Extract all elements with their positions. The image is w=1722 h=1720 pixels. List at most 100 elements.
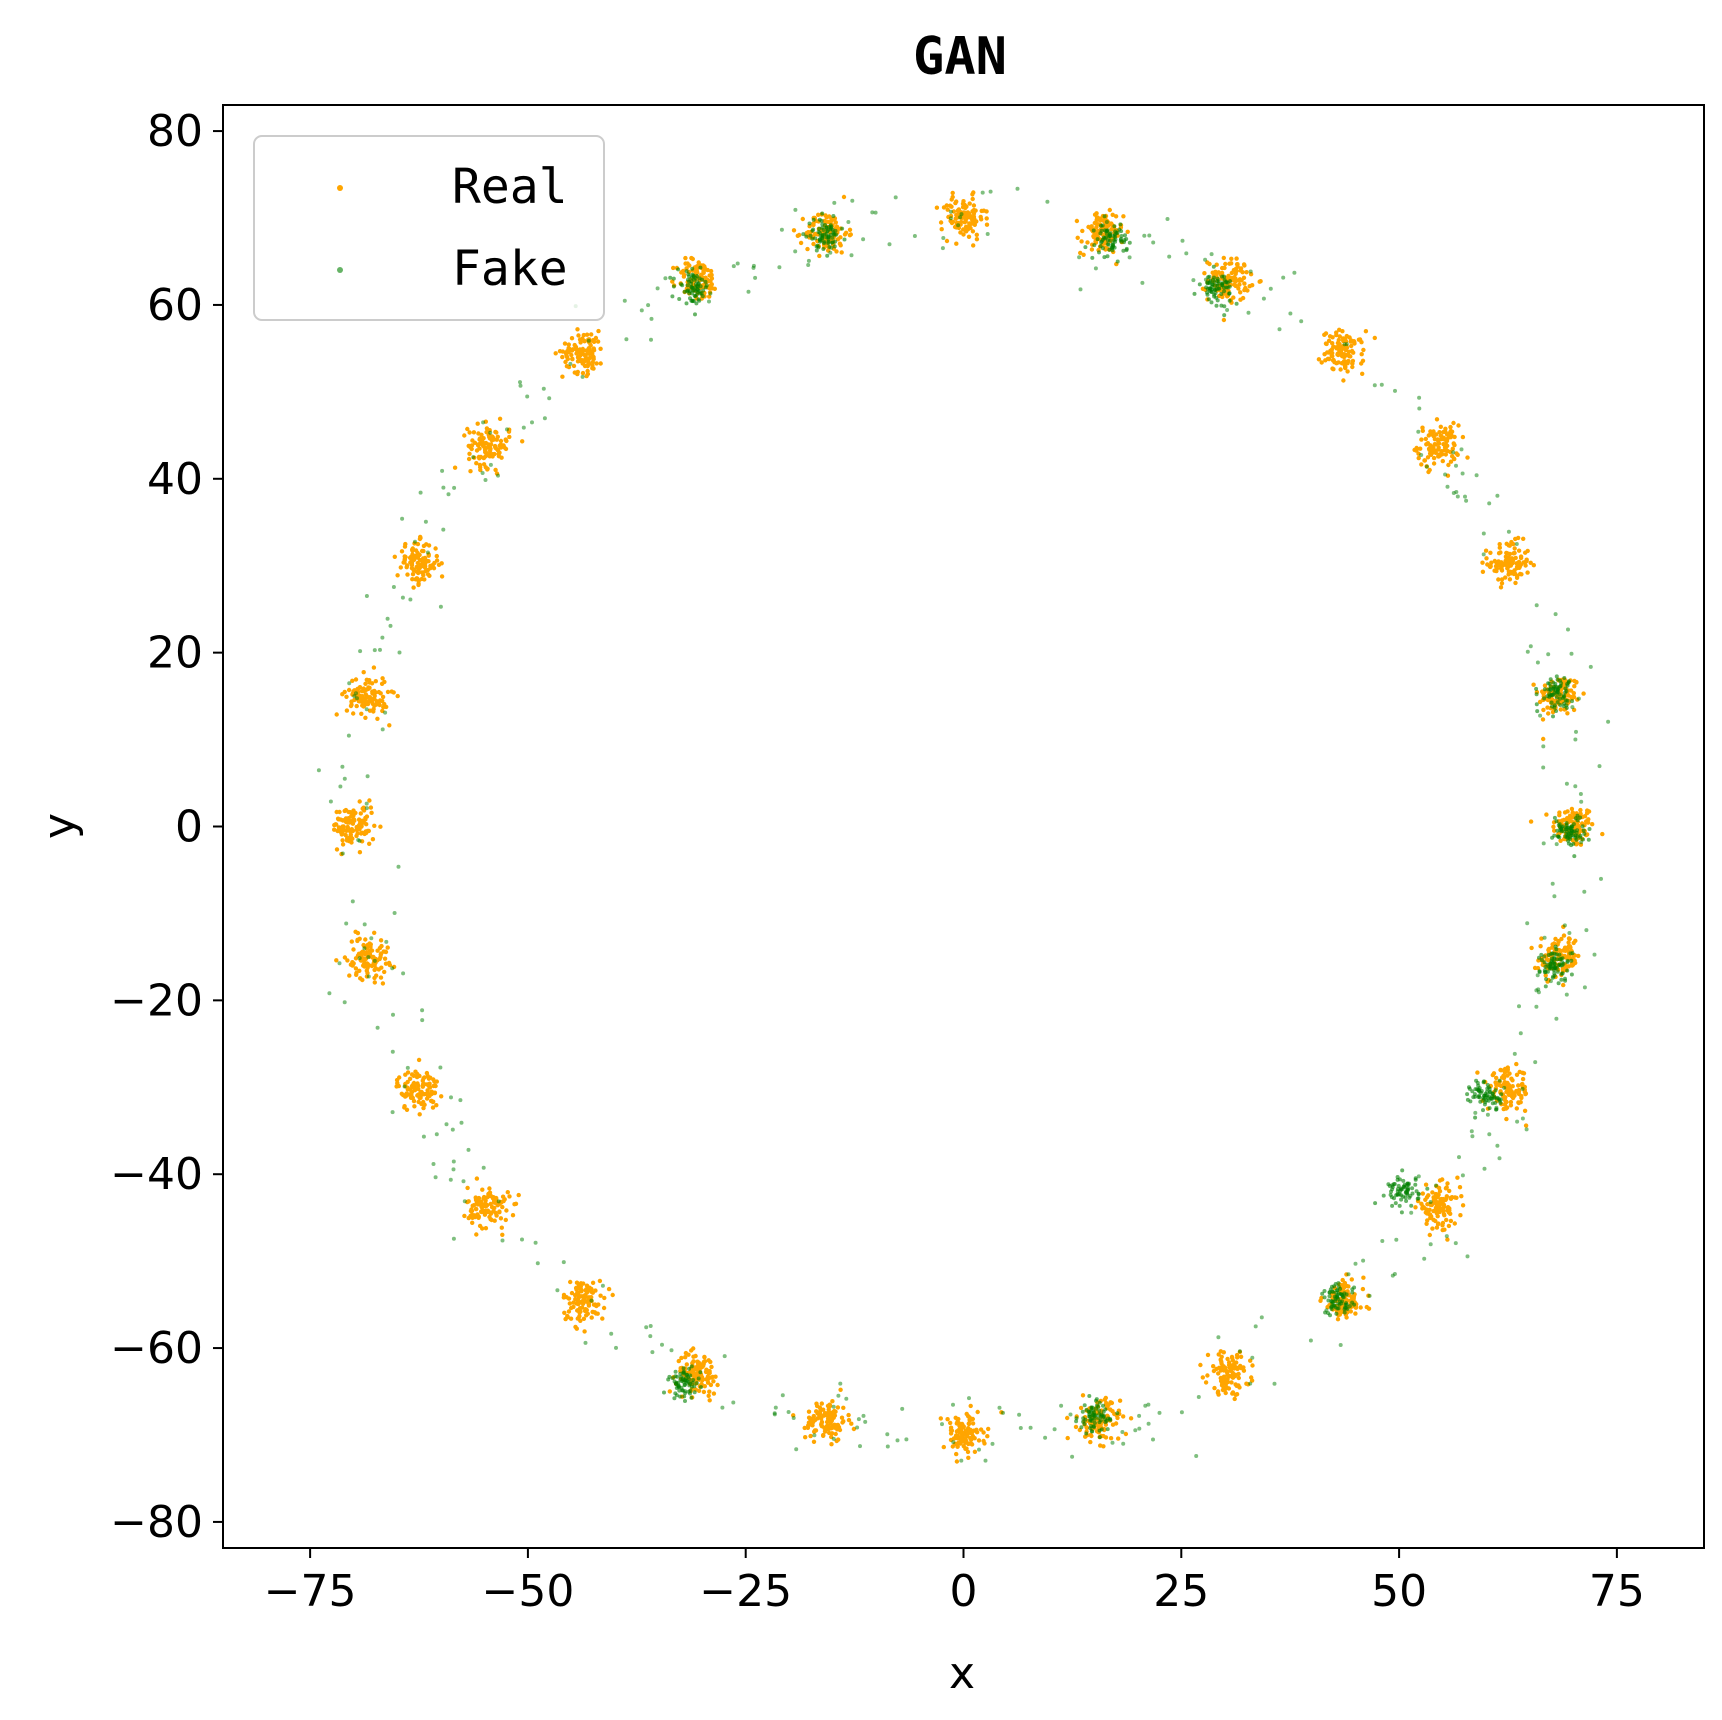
real-point	[382, 969, 387, 975]
real-point	[805, 1425, 811, 1431]
fake-point	[1534, 988, 1539, 993]
real-point	[421, 559, 427, 564]
real-point	[701, 270, 706, 275]
fake-point	[1143, 1403, 1148, 1408]
fake-point	[1542, 687, 1547, 692]
fake-point	[1481, 552, 1486, 557]
real-point	[822, 1411, 828, 1416]
real-point	[474, 461, 479, 466]
real-point	[828, 1415, 833, 1421]
real-point	[578, 340, 583, 345]
fake-point	[583, 1340, 588, 1345]
real-point	[1428, 452, 1434, 457]
real-point	[955, 208, 960, 213]
real-point	[711, 1391, 717, 1396]
real-point	[591, 346, 596, 351]
fake-point	[1110, 241, 1115, 246]
fake-point	[1397, 1177, 1402, 1182]
real-point	[957, 1426, 962, 1432]
fake-point	[380, 635, 385, 640]
real-point	[969, 1437, 974, 1442]
real-point	[427, 1085, 433, 1090]
fake-point	[830, 227, 835, 232]
fake-point	[1074, 1416, 1079, 1421]
real-point	[1492, 568, 1497, 573]
fake-point	[682, 1383, 687, 1388]
real-point	[1441, 435, 1447, 440]
fake-point	[940, 1422, 944, 1427]
real-point	[945, 207, 950, 212]
real-point	[834, 249, 839, 254]
fake-point	[1569, 958, 1574, 963]
real-point	[838, 1387, 843, 1393]
real-point	[493, 445, 498, 451]
real-point	[676, 1358, 681, 1364]
real-point	[350, 963, 355, 968]
real-point	[576, 1307, 581, 1313]
fake-point	[372, 958, 377, 963]
real-point	[504, 1208, 509, 1213]
real-point	[1445, 1237, 1450, 1242]
real-point	[836, 1437, 841, 1442]
real-point	[1503, 1095, 1508, 1100]
fake-point	[316, 768, 321, 773]
real-point	[367, 841, 372, 846]
fake-point	[1090, 1405, 1095, 1410]
fake-point	[824, 225, 829, 230]
fake-point	[1372, 383, 1377, 388]
fake-point	[1451, 450, 1456, 455]
fake-point	[649, 337, 653, 342]
real-point	[520, 439, 525, 444]
real-point	[570, 356, 575, 361]
real-point	[589, 1315, 594, 1320]
real-point	[689, 255, 694, 261]
fake-point	[1599, 876, 1603, 881]
fake-point	[1534, 603, 1539, 608]
real-point	[376, 689, 382, 695]
real-point	[1436, 1204, 1441, 1209]
fake-point	[694, 1381, 699, 1386]
fake-point	[793, 249, 798, 254]
real-point	[569, 352, 574, 358]
fake-point	[451, 1167, 456, 1172]
fake-point	[685, 1372, 690, 1377]
real-point	[1238, 1363, 1243, 1369]
real-point	[497, 443, 502, 448]
fake-point	[1405, 1181, 1410, 1186]
fake-point	[1205, 292, 1210, 297]
fake-point	[375, 1025, 380, 1030]
real-point	[846, 1412, 851, 1418]
fake-point	[829, 245, 834, 250]
real-point	[1517, 1069, 1522, 1075]
fake-point	[673, 1369, 678, 1374]
fake-point	[684, 301, 689, 306]
fake-point	[1400, 1168, 1405, 1173]
fake-point	[1410, 1186, 1415, 1191]
y-tick-label: −60	[110, 1323, 203, 1374]
real-point	[344, 694, 349, 699]
real-point	[703, 275, 708, 280]
fake-point	[679, 282, 684, 287]
real-point	[498, 1216, 504, 1221]
real-point	[1448, 459, 1454, 464]
fake-point	[812, 1433, 817, 1438]
real-point	[569, 1290, 575, 1296]
real-point	[340, 838, 345, 843]
fake-point	[693, 289, 698, 293]
fake-point	[1465, 1097, 1470, 1102]
fake-point	[1222, 278, 1227, 282]
real-point	[1420, 1204, 1426, 1209]
real-point	[1216, 1371, 1221, 1376]
fake-point	[1537, 969, 1542, 974]
real-point	[410, 577, 415, 582]
fake-point	[1105, 238, 1110, 243]
real-point	[839, 1415, 845, 1420]
real-point	[415, 1081, 420, 1086]
real-point	[1319, 360, 1324, 365]
real-point	[1113, 214, 1119, 219]
fake-point	[1214, 295, 1219, 300]
fake-point	[1338, 1292, 1343, 1296]
real-point	[383, 961, 389, 966]
fake-point	[1417, 406, 1422, 411]
fake-point	[873, 210, 878, 215]
